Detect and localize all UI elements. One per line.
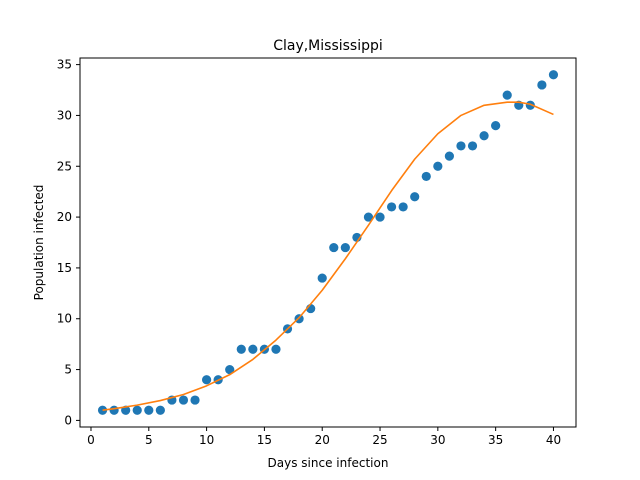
scatter-point: [421, 171, 431, 182]
x-tick-label: 30: [430, 433, 445, 447]
scatter-point: [502, 90, 512, 100]
x-tick-label: 35: [488, 433, 503, 447]
scatter-point: [190, 395, 200, 405]
scatter-point: [433, 161, 443, 171]
scatter-point: [155, 405, 165, 415]
scatter-point: [467, 141, 478, 151]
y-axis-label: Population infected: [32, 185, 46, 301]
scatter-point: [132, 405, 142, 415]
scatter-point: [444, 151, 454, 161]
y-tick-label: 15: [57, 261, 72, 275]
scatter-point: [410, 192, 420, 202]
y-tick-label: 35: [57, 58, 72, 72]
y-tick-label: 20: [57, 210, 72, 224]
scatter-point: [236, 344, 246, 354]
plot-area: [97, 70, 559, 415]
x-tick-label: 5: [145, 433, 153, 447]
y-tick-label: 25: [57, 159, 72, 173]
y-tick-label: 30: [57, 108, 72, 122]
scatter-point: [456, 141, 466, 151]
x-tick-label: 15: [257, 433, 272, 447]
scatter-point: [317, 273, 327, 283]
plot-frame: [79, 57, 577, 428]
scatter-point: [329, 242, 339, 253]
scatter-point: [144, 405, 154, 415]
scatter-point: [537, 80, 547, 90]
scatter-point: [386, 202, 397, 212]
scatter-point: [548, 70, 559, 80]
scatter-point: [178, 395, 189, 405]
x-tick-label: 20: [315, 433, 330, 447]
x-axis-label: Days since infection: [268, 456, 389, 470]
x-tick-label: 25: [372, 433, 387, 447]
scatter-point: [479, 131, 489, 141]
scatter-point: [525, 100, 535, 110]
y-tick-label: 0: [64, 413, 72, 427]
axis-ticks: 0 5 10 15 20 25 30 35 40 0 5 10 15 20 25 30 35: [57, 58, 561, 447]
chart-title: Clay,Mississippi: [273, 38, 383, 54]
scatter-point: [340, 242, 350, 253]
x-tick-label: 0: [87, 433, 95, 447]
y-tick-label: 5: [64, 363, 72, 377]
scatter-point: [202, 375, 212, 385]
scatter-point: [375, 212, 385, 222]
scatter-point: [363, 212, 374, 222]
scatter-point: [491, 120, 501, 131]
scatter-point: [271, 344, 281, 354]
y-tick-label: 10: [57, 312, 72, 326]
scatter-point: [398, 202, 408, 212]
scatter-point: [248, 344, 258, 354]
scatter-point: [225, 364, 235, 375]
fit-line: [102, 101, 554, 412]
x-tick-label: 10: [199, 433, 214, 447]
x-tick-label: 40: [546, 433, 561, 447]
scatter-point: [109, 405, 119, 415]
scatter-point: [97, 405, 108, 415]
